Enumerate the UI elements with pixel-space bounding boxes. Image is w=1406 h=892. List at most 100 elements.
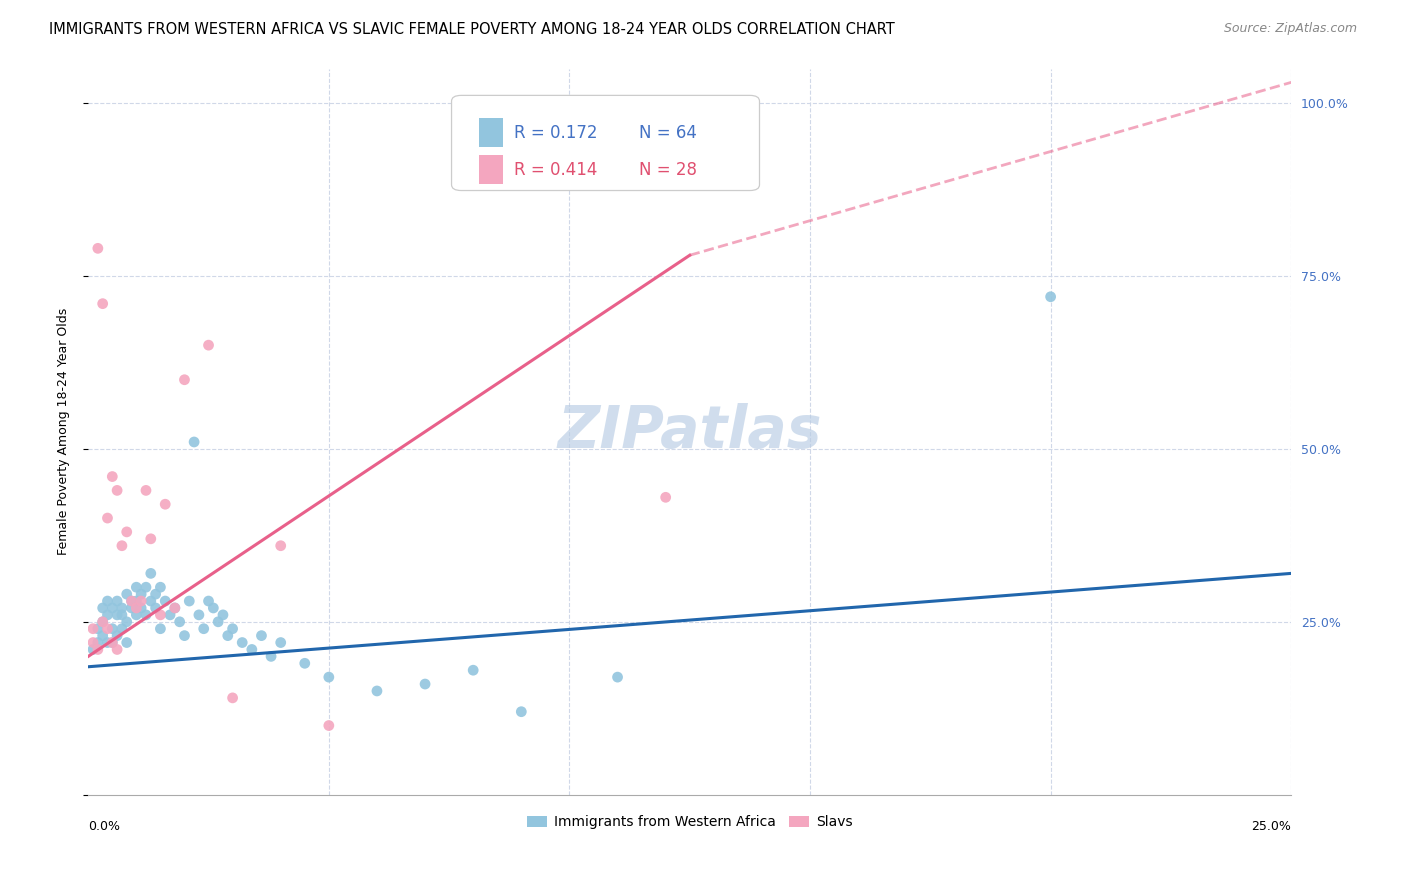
Point — [101, 469, 124, 483]
Text: N = 28: N = 28 — [640, 161, 697, 178]
Point — [125, 601, 148, 615]
Point — [87, 635, 110, 649]
Point — [159, 607, 181, 622]
Point — [91, 615, 114, 629]
Point — [654, 491, 676, 505]
Point — [221, 690, 243, 705]
Point — [202, 601, 225, 615]
Point — [125, 594, 148, 608]
Point — [149, 622, 172, 636]
Point — [121, 601, 143, 615]
Text: 0.0%: 0.0% — [89, 820, 121, 833]
Point — [139, 566, 162, 581]
Point — [197, 594, 219, 608]
Point — [115, 524, 138, 539]
Point — [193, 622, 215, 636]
Point — [366, 684, 388, 698]
Point — [318, 718, 340, 732]
Point — [105, 594, 128, 608]
Point — [96, 511, 118, 525]
Point — [111, 622, 134, 636]
Point — [87, 241, 110, 255]
FancyBboxPatch shape — [451, 95, 759, 191]
Point — [183, 434, 205, 449]
Text: IMMIGRANTS FROM WESTERN AFRICA VS SLAVIC FEMALE POVERTY AMONG 18-24 YEAR OLDS CO: IMMIGRANTS FROM WESTERN AFRICA VS SLAVIC… — [49, 22, 896, 37]
Point — [101, 635, 124, 649]
Point — [240, 642, 263, 657]
Point — [145, 587, 167, 601]
Point — [179, 594, 201, 608]
Point — [82, 642, 104, 657]
Point — [115, 587, 138, 601]
Point — [135, 483, 157, 498]
Point — [197, 338, 219, 352]
Text: Source: ZipAtlas.com: Source: ZipAtlas.com — [1223, 22, 1357, 36]
Point — [155, 594, 177, 608]
Point — [121, 594, 143, 608]
Point — [318, 670, 340, 684]
Point — [111, 607, 134, 622]
Text: N = 64: N = 64 — [640, 124, 697, 142]
Point — [125, 580, 148, 594]
Point — [96, 607, 118, 622]
Point — [91, 629, 114, 643]
Point — [111, 601, 134, 615]
Text: 25.0%: 25.0% — [1251, 820, 1291, 833]
Point — [413, 677, 436, 691]
Point — [139, 532, 162, 546]
Point — [149, 580, 172, 594]
Point — [270, 635, 292, 649]
Point — [1039, 290, 1062, 304]
Point — [510, 705, 533, 719]
Point — [87, 622, 110, 636]
Point — [163, 601, 186, 615]
Point — [115, 615, 138, 629]
Point — [135, 607, 157, 622]
Point — [139, 594, 162, 608]
Point — [221, 622, 243, 636]
Point — [207, 615, 229, 629]
Point — [105, 483, 128, 498]
Point — [96, 594, 118, 608]
Point — [260, 649, 283, 664]
Point — [606, 670, 628, 684]
Point — [270, 539, 292, 553]
Point — [82, 622, 104, 636]
Text: R = 0.172: R = 0.172 — [515, 124, 598, 142]
Point — [163, 601, 186, 615]
Point — [105, 607, 128, 622]
Point — [105, 642, 128, 657]
Point — [155, 497, 177, 511]
Point — [231, 635, 253, 649]
Point — [125, 607, 148, 622]
Point — [217, 629, 239, 643]
Text: R = 0.414: R = 0.414 — [515, 161, 598, 178]
Point — [169, 615, 191, 629]
Point — [463, 663, 485, 677]
Point — [212, 607, 235, 622]
Bar — [479, 119, 503, 147]
Point — [145, 601, 167, 615]
Point — [187, 607, 209, 622]
Point — [87, 642, 110, 657]
Text: ZIPatlas: ZIPatlas — [558, 403, 823, 460]
Point — [82, 635, 104, 649]
Point — [96, 635, 118, 649]
Point — [105, 629, 128, 643]
Bar — [479, 155, 503, 185]
Point — [294, 657, 316, 671]
Point — [129, 601, 152, 615]
Point — [129, 587, 152, 601]
Point — [135, 580, 157, 594]
Point — [115, 635, 138, 649]
Point — [101, 622, 124, 636]
Point — [121, 594, 143, 608]
Point — [101, 635, 124, 649]
Point — [91, 615, 114, 629]
Legend: Immigrants from Western Africa, Slavs: Immigrants from Western Africa, Slavs — [522, 810, 858, 835]
Point — [101, 601, 124, 615]
Point — [149, 607, 172, 622]
Point — [129, 594, 152, 608]
Point — [250, 629, 273, 643]
Y-axis label: Female Poverty Among 18-24 Year Olds: Female Poverty Among 18-24 Year Olds — [58, 308, 70, 555]
